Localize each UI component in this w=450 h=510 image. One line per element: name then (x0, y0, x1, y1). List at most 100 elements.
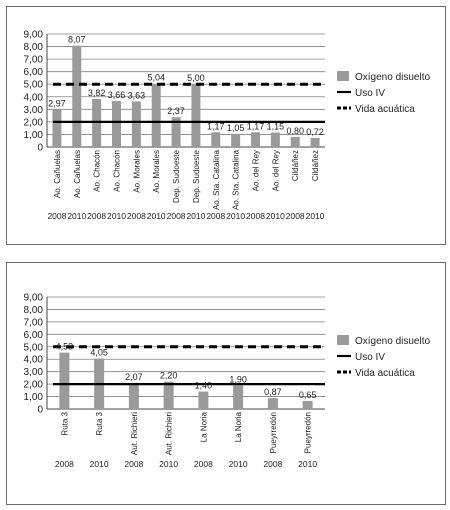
y-tick-label: 8,00 (24, 305, 44, 316)
oxygen-bar (231, 133, 241, 147)
legend-bar-swatch (337, 335, 349, 345)
y-tick-label: 9,00 (24, 293, 44, 304)
bar-value-label: 5,04 (147, 73, 165, 83)
x-category-label: Pueyrredón (304, 412, 313, 453)
oxygen-bar (290, 136, 300, 147)
x-year-label: 2008 (87, 211, 106, 221)
x-year-label: 2010 (186, 211, 205, 221)
x-year-label: 2008 (263, 459, 282, 469)
x-category-label: Ao. Chacón (93, 150, 102, 192)
x-year-label: 2008 (124, 459, 143, 469)
legend-label: Vida acuática (355, 368, 415, 379)
oxygen-bar (171, 117, 181, 147)
bar-value-label: 1,40 (195, 381, 213, 391)
y-tick-label: 9,00 (24, 30, 44, 41)
oxygen-bar (59, 352, 70, 409)
x-year-label: 2010 (229, 459, 248, 469)
x-year-label: 2010 (266, 211, 285, 221)
oxygen-bar (112, 101, 121, 147)
oxygen-chart-bottom: 0 1,002,00 3,004,00 5,006,00 7,008,009,00 4,5… (24, 293, 431, 470)
oxygen-bar (128, 383, 139, 409)
oxygen-bar (198, 391, 209, 409)
y-tick-label: 6,00 (24, 67, 44, 78)
oxygen-bar (163, 381, 174, 409)
x-category-label: Cildáñez (291, 150, 300, 181)
y-tick-label: 7,00 (24, 55, 44, 66)
x-year-label: 2008 (194, 459, 213, 469)
x-year-label: 2008 (127, 211, 146, 221)
bar-value-label: 2,07 (125, 372, 143, 382)
legend-label: Oxígeno disuelto (355, 336, 430, 347)
legend-label: Uso IV (355, 88, 385, 99)
bar-value-label: 4,53 (56, 342, 74, 352)
bar-value-label: 8,07 (68, 35, 86, 45)
y-tick-label: 4,00 (24, 355, 44, 366)
y-tick-label: 0 (37, 143, 43, 154)
y-tick-label: 1,00 (24, 130, 44, 141)
x-year-label: 2008 (167, 211, 186, 221)
y-tick-label: 7,00 (24, 317, 44, 328)
oxygen-bar (233, 385, 244, 409)
bar-value-label: 3,63 (128, 90, 146, 100)
oxygen-bar (191, 84, 201, 147)
y-tick-label: 2,00 (24, 117, 44, 128)
x-year-label: 2010 (226, 211, 245, 221)
y-tick-label: 0 (37, 405, 43, 416)
bar-value-label: 2,37 (167, 106, 185, 116)
bar-value-label: 3,66 (108, 90, 126, 100)
oxygen-bar (251, 132, 260, 147)
x-category-label: Aut. Richieri (130, 412, 139, 455)
x-year-label: 2010 (67, 211, 86, 221)
bar-value-label: 1,17 (207, 121, 225, 131)
x-category-label: Ao. Sta. Catalina (212, 149, 221, 210)
oxygen-bar (267, 398, 278, 409)
bar-value-label: 1,90 (229, 374, 247, 384)
legend-label: Uso IV (355, 352, 385, 363)
x-year-label: 2010 (306, 211, 325, 221)
x-category-label: Ao. del Rey (271, 150, 280, 191)
bar-value-label: 2,97 (48, 99, 66, 109)
y-tick-label: 4,00 (24, 92, 44, 103)
x-category-label: Ao. Chacón (113, 150, 122, 192)
bar-value-label: 0,80 (286, 126, 304, 136)
bar-value-label: 1,15 (267, 122, 285, 132)
bar-value-label: 1,05 (227, 123, 245, 133)
x-category-label: Aut. Richieri (165, 412, 174, 455)
x-year-label: 2010 (107, 211, 126, 221)
x-category-label: La Noria (234, 411, 243, 442)
legend-label: Vida acuática (355, 104, 415, 115)
x-category-label: Cildáñez (311, 150, 320, 181)
chart-panel-bottom: 0 1,00 2,00 3,00 4,00 5,00 6,00 7,00 8,00 9,00 4,5… (6, 262, 446, 505)
x-year-label: 2008 (47, 211, 66, 221)
x-category-label: Dep. Sudoeste (192, 149, 201, 202)
bar-value-label: 0,87 (264, 387, 282, 397)
bar-value-label: 5,00 (187, 73, 205, 83)
y-tick-label: 2,00 (24, 380, 44, 391)
legend-label: Oxígeno disuelto (355, 72, 430, 83)
y-tick-label: 5,00 (24, 80, 44, 91)
oxygen-bar (151, 83, 161, 147)
x-category-label: Ao. Morales (152, 150, 161, 193)
x-category-label: La Noria (199, 411, 208, 442)
x-category-label: Ao. Morales (132, 150, 141, 193)
chart-panel-top: 0 1,00 2,00 3,00 4,00 5,00 6,00 7,00 8,00 9,00 2,9… (6, 6, 446, 245)
x-year-label: 2010 (159, 459, 178, 469)
oxygen-bar (131, 101, 141, 147)
bar-value-label: 0,72 (306, 127, 324, 137)
y-tick-label: 5,00 (24, 342, 44, 353)
oxygen-bar (310, 137, 320, 147)
oxygen-bar (72, 45, 82, 147)
x-year-label: 2010 (147, 211, 166, 221)
legend-bar-swatch (337, 71, 349, 81)
oxygen-bar (52, 109, 62, 147)
y-tick-label: 6,00 (24, 330, 44, 341)
oxygen-bar (92, 99, 102, 147)
x-category-label: Ruta 3 (95, 411, 104, 435)
x-category-label: Ao. Sta. Catalina (232, 149, 241, 210)
x-category-label: Ao. del Rey (252, 150, 261, 191)
oxygen-chart-top: 01,002,003,004,005,006,007,008,009,002,9… (24, 30, 431, 222)
y-tick-label: 8,00 (24, 42, 44, 53)
x-year-label: 2008 (206, 211, 225, 221)
bar-value-label: 0,65 (299, 390, 317, 400)
x-year-label: 2008 (246, 211, 265, 221)
